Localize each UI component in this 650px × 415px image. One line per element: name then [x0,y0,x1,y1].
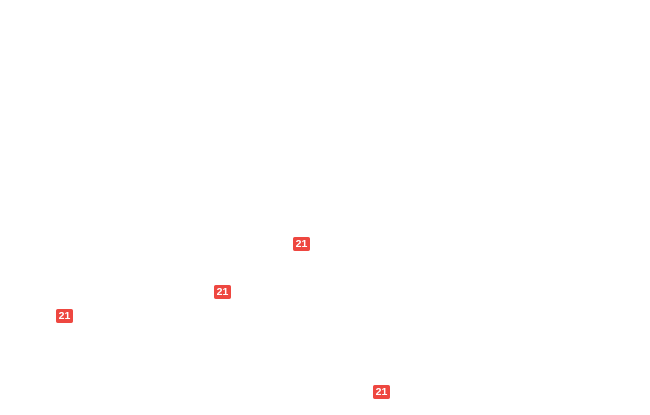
part-callout-badge[interactable]: 21 [56,309,73,323]
part-callout-number: 21 [58,309,71,322]
part-callout-badge[interactable]: 21 [214,285,231,299]
part-callout-badge[interactable]: 21 [373,385,390,399]
part-callout-number: 21 [216,285,229,298]
part-callout-badge[interactable]: 21 [293,237,310,251]
part-callout-number: 21 [375,385,388,398]
part-callout-number: 21 [295,237,308,250]
